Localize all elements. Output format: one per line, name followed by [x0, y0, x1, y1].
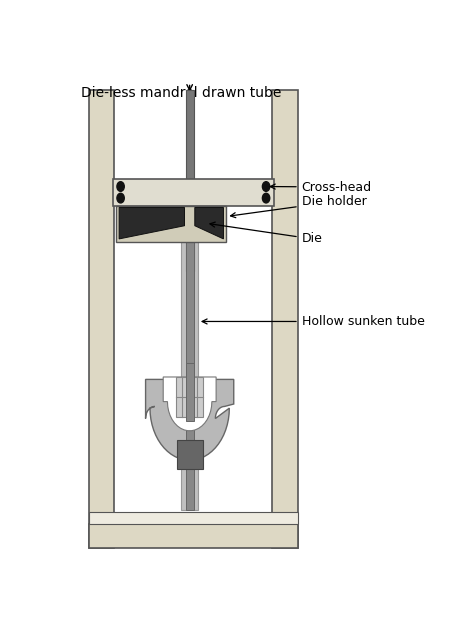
Circle shape — [263, 193, 270, 203]
Bar — [112, 179, 274, 206]
Text: Cross-head: Cross-head — [270, 181, 372, 194]
Circle shape — [117, 193, 124, 203]
Bar — [176, 377, 203, 416]
Circle shape — [117, 182, 124, 191]
Text: Die holder: Die holder — [230, 195, 366, 218]
Bar — [182, 234, 198, 510]
Circle shape — [263, 182, 270, 191]
Text: Die: Die — [210, 222, 323, 245]
Bar — [272, 90, 298, 549]
Polygon shape — [163, 377, 216, 431]
Bar — [186, 90, 194, 271]
Bar — [89, 90, 114, 549]
Bar — [177, 440, 202, 469]
Text: Hollow sunken tube: Hollow sunken tube — [202, 315, 425, 328]
Bar — [89, 512, 298, 524]
Polygon shape — [146, 379, 234, 460]
Polygon shape — [119, 208, 184, 239]
Polygon shape — [195, 208, 223, 239]
Bar — [186, 234, 194, 510]
Bar — [116, 206, 227, 242]
Bar — [89, 524, 298, 549]
Text: Die-less mandrel drawn tube: Die-less mandrel drawn tube — [82, 86, 282, 100]
Bar — [186, 362, 194, 421]
